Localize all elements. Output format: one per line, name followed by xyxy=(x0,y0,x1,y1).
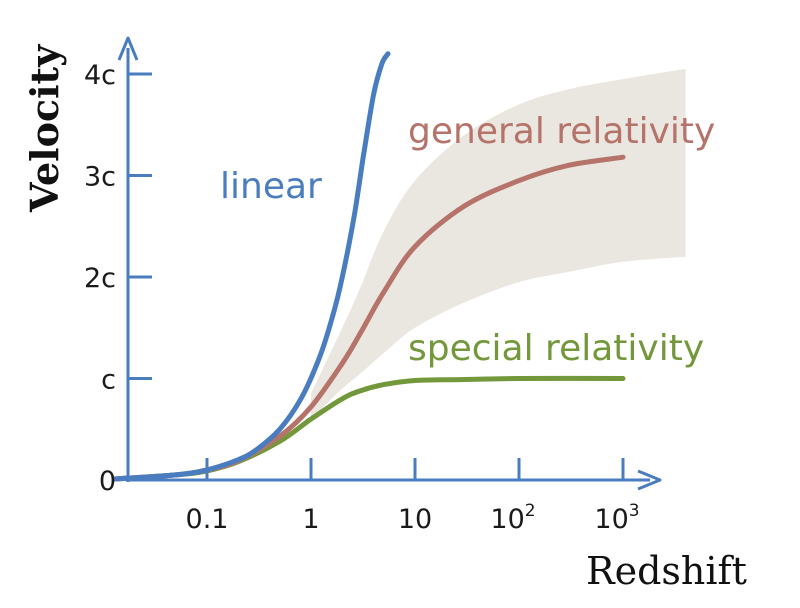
x-tick-label: 1 xyxy=(302,504,319,535)
x-axis-title: Redshift xyxy=(586,549,747,593)
x-tick-label: 103 xyxy=(594,501,639,535)
series-label-special-relativity: special relativity xyxy=(408,328,704,369)
y-tick-label: c xyxy=(101,365,116,396)
series-label-general-relativity: general relativity xyxy=(408,111,715,152)
y-tick-label: 2c xyxy=(84,263,116,294)
y-axis-title: Velocity xyxy=(22,44,67,213)
series-line-special-relativity xyxy=(115,378,623,479)
y-tick-label: 3c xyxy=(84,162,116,193)
series-label-linear: linear xyxy=(220,166,322,207)
x-tick-label: 0.1 xyxy=(186,504,229,535)
series-line-linear xyxy=(115,54,388,479)
x-tick-label: 102 xyxy=(490,501,535,535)
y-tick-label: 0 xyxy=(99,466,116,497)
x-tick-label: 10 xyxy=(398,504,432,535)
y-tick-label: 4c xyxy=(84,60,116,91)
